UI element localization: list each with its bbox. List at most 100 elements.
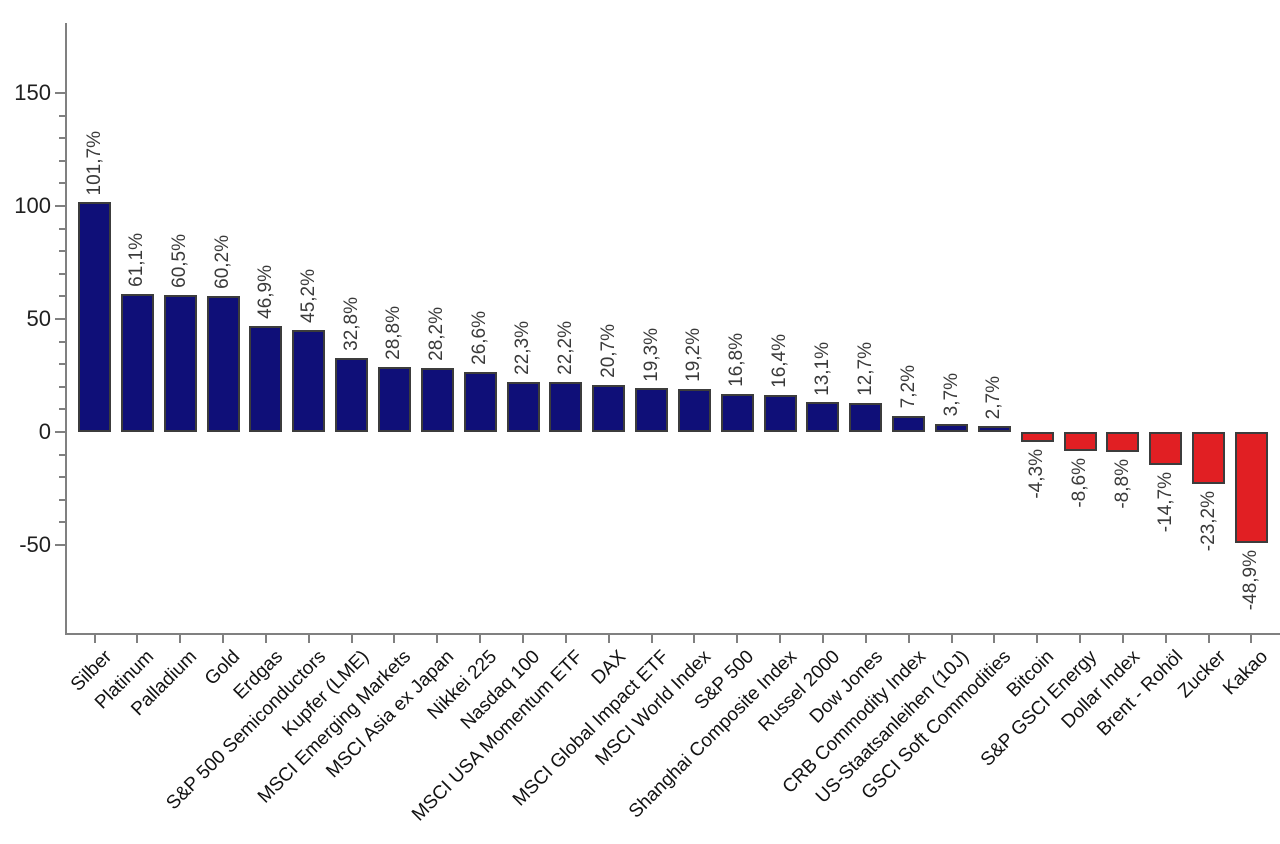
x-axis-tick [436,635,439,643]
x-axis-tick [522,635,524,643]
bar-value-label: 61,1% [126,233,148,287]
y-axis-minor-tick [59,250,67,253]
x-axis-tick [607,635,610,643]
x-axis-tick [1121,635,1124,643]
y-axis-tick-label: -50 [19,532,51,557]
y-axis-minor-tick [59,385,67,388]
x-axis-tick [821,635,824,643]
y-axis-major-tick [55,431,67,433]
bar-value-label: 13,1% [811,341,833,396]
bar-value-label: 60,2% [212,235,234,289]
bar-value-label: 28,8% [383,306,405,360]
bar-value-label: 7,2% [897,365,919,409]
y-axis-minor-tick [59,114,67,117]
y-axis-tick-label: 100 [14,193,51,218]
bar-dax [592,385,626,432]
y-axis-minor-tick [59,137,67,140]
x-axis-tick [1079,635,1082,643]
y-axis-minor-tick [59,453,67,456]
y-axis-minor-tick [59,521,67,524]
x-axis-tick [93,635,96,643]
x-axis-tick [1164,635,1167,643]
bar-value-label: 19,2% [683,327,705,382]
y-axis-minor-tick [59,159,67,162]
x-axis-tick [907,635,910,643]
bar-platinum [120,293,154,432]
bar-msci-world-index [677,388,711,432]
bar-gold [206,295,240,432]
x-axis-tick [393,635,396,643]
y-axis-major-tick [55,544,67,546]
y-axis-major-tick [55,92,67,94]
y-axis-minor-tick [59,498,67,501]
bar-value-label: -48,9% [1240,549,1262,610]
x-axis-tick [693,635,696,643]
x-axis-tick [993,635,996,643]
bar-s-p-500 [720,394,754,432]
bar-silber [78,202,111,432]
bar-value-label: -14,7% [1154,472,1176,533]
x-axis-line [65,633,1280,635]
x-axis-tick [350,635,353,643]
x-axis-tick [1036,635,1039,643]
x-axis-tick [864,635,867,643]
bar-value-label: 60,5% [169,234,191,289]
x-axis-tick [1207,635,1210,643]
bar-s-p-gsci-energy [1063,432,1097,452]
y-axis-minor-tick [59,227,67,230]
bar-value-label: -8,6% [1069,458,1091,509]
bar-msci-emerging-markets [377,366,411,432]
y-axis-major-tick [55,205,67,207]
bar-msci-global-impact-etf [635,388,669,432]
bar-value-label: 19,3% [640,327,662,382]
x-axis-tick [179,635,182,643]
bar-russel-2000 [806,402,840,432]
bar-dow-jones [849,403,883,432]
y-axis-tick-label: 50 [26,306,51,331]
y-axis-minor-tick [59,476,67,479]
bar-value-label: 16,8% [726,333,748,388]
bar-zucker [1192,432,1226,485]
y-axis-minor-tick [59,340,67,343]
bar-value-label: -4,3% [1026,448,1048,499]
bar-crb-commodity-index [892,415,926,432]
x-axis-tick [479,635,482,643]
bar-msci-asia-ex-japan [420,368,454,432]
x-axis-tick [222,635,225,643]
x-axis-tick [307,635,310,643]
bar-kakao [1234,432,1268,543]
bar-value-label: 3,7% [940,373,962,417]
y-axis-major-tick [55,318,67,320]
bar-erdgas [249,326,283,432]
bar-s-p-500-semiconductors [292,329,326,432]
bar-brent-roh-l [1149,432,1183,466]
bar-value-label: 101,7% [83,130,105,196]
y-axis-minor-tick [59,408,67,411]
bar-palladium [163,295,197,432]
y-axis-minor-tick [59,182,67,185]
x-axis-tick [1250,635,1253,643]
y-axis-minor-tick [59,363,67,366]
bar-dollar-index [1106,432,1140,452]
bar-value-label: 45,2% [297,268,319,323]
bar-value-label: -8,8% [1111,458,1133,509]
y-axis-tick-label: 150 [14,80,51,105]
y-axis-line [65,23,67,635]
bar-us-staatsanleihen-10j- [935,423,968,432]
bar-nikkei-225 [463,371,497,432]
x-axis-tick [736,635,739,643]
bar-value-label: 28,2% [426,307,448,362]
bar-gsci-soft-commodities [977,425,1011,432]
bar-value-label: 22,2% [554,320,576,375]
x-axis-tick [950,635,953,643]
x-axis-tick [650,635,653,643]
y-axis-tick-label: 0 [38,419,51,444]
bar-value-label: 16,4% [769,334,791,388]
x-axis-tick [779,635,782,643]
bar-value-label: 26,6% [469,311,491,365]
bar-shanghai-composite-index [763,394,797,432]
bar-value-label: 46,9% [254,265,276,320]
x-axis-tick [136,635,139,643]
bar-value-label: 20,7% [597,324,619,379]
